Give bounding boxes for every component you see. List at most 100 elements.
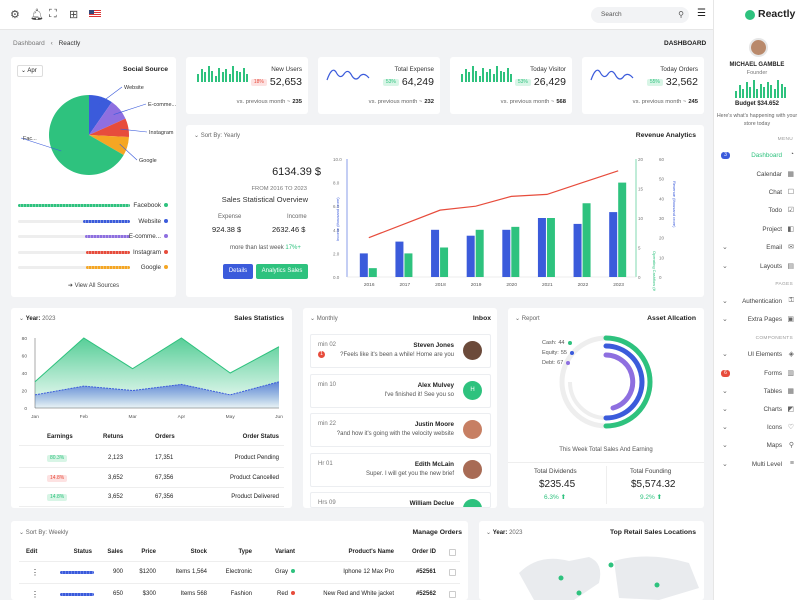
kebab-menu-icon[interactable]: ⋮ xyxy=(31,568,39,577)
inbox-item[interactable]: min 02 1 Steven Jones ?Feels like it's been… xyxy=(310,334,491,368)
row-checkbox[interactable] xyxy=(449,569,456,576)
nav-item-email[interactable]: ⌄ Email ✉ xyxy=(714,242,800,254)
year-select-locations[interactable]: ⌄ Year: 2023 xyxy=(486,530,523,536)
nav-icon: ✉ xyxy=(788,244,794,251)
bar-cashflow[interactable] xyxy=(475,229,484,277)
nav-item-charts[interactable]: ⌄ Charts ◩ xyxy=(714,404,800,416)
report-select[interactable]: ⌄ Report xyxy=(515,316,540,322)
x-tick-label: 2020 xyxy=(506,282,517,288)
nav-item-calendar[interactable]: Calendar ▦ xyxy=(714,169,800,181)
details-button[interactable]: Details xyxy=(223,264,253,279)
grid-icon[interactable]: ⊞ xyxy=(69,9,79,21)
search-icon[interactable]: ⚲ xyxy=(678,10,684,19)
avatar[interactable] xyxy=(749,38,768,57)
nav-item-layouts[interactable]: ⌄ Layouts ▤ xyxy=(714,261,800,273)
row-checkbox[interactable] xyxy=(449,591,456,598)
stat-title: Total Expense xyxy=(394,66,434,73)
components-header: COMPONENTS xyxy=(755,336,793,341)
debt-arc xyxy=(603,352,636,411)
nav-item-forms[interactable]: 6 Forms ▥ xyxy=(714,368,800,380)
select-all-checkbox[interactable] xyxy=(449,549,456,556)
nav-item-project[interactable]: Project ◧ xyxy=(714,224,800,236)
stock-cell: Items 1,564 xyxy=(175,569,207,575)
nav-item-multi-level[interactable]: ⌄ Multi Level ≡ xyxy=(714,459,800,471)
bar-income[interactable] xyxy=(573,223,582,277)
location-marker[interactable] xyxy=(608,562,614,568)
nav-item-authentication[interactable]: ⌄ Authentication ⚿ xyxy=(714,296,800,308)
y-tick-label: 40 xyxy=(659,196,665,201)
change-badge: 55% xyxy=(646,78,663,86)
fullscreen-icon[interactable]: ⛶ xyxy=(49,8,57,20)
menu-icon[interactable]: ☰ xyxy=(697,8,706,19)
nav-item-ui-elements[interactable]: ⌄ UI Elements ◈ xyxy=(714,349,800,361)
inbox-item[interactable]: min 10 Alex Mulvey I've finished it! See y… xyxy=(310,373,491,408)
stat-compare: vs. previous month ~232 xyxy=(368,99,434,105)
view-all-sources-link[interactable]: ➜ View All Sources xyxy=(67,283,120,289)
bell-icon[interactable]: 🔔︎ xyxy=(30,9,44,21)
y-tick-label: 0 xyxy=(638,275,641,280)
nav-item-maps[interactable]: ⌄ Maps ⚲ xyxy=(714,440,800,452)
avatar[interactable] xyxy=(463,499,482,507)
bar-income[interactable] xyxy=(502,229,511,277)
pie-slice[interactable] xyxy=(89,95,112,135)
bar-income[interactable] xyxy=(359,253,368,277)
nav-item-extra-pages[interactable]: ⌄ Extra Pages ▣ xyxy=(714,314,800,326)
breadcrumb-root[interactable]: Dashboard xyxy=(13,40,45,47)
bar-income[interactable] xyxy=(609,212,618,277)
pie-slice[interactable] xyxy=(89,135,129,155)
type-cell: Electronic xyxy=(225,569,252,575)
bar-income[interactable] xyxy=(395,241,404,277)
status-cell: Product Cancelled xyxy=(229,474,279,481)
bar-cashflow[interactable] xyxy=(440,247,449,278)
stat-sparkline xyxy=(590,69,634,81)
bar-cashflow[interactable] xyxy=(618,182,627,277)
flag-us-icon[interactable] xyxy=(89,10,101,18)
monthly-select[interactable]: ⌄ Monthly xyxy=(310,316,338,322)
inbox-item[interactable]: Hrs 09 William Declue xyxy=(310,492,491,508)
nav-item-icons[interactable]: ⌄ Icons ♡ xyxy=(714,422,800,434)
nav-item-todo[interactable]: Todo ☑ xyxy=(714,205,800,217)
nav-item-tables[interactable]: ⌄ Tables ▦ xyxy=(714,386,800,398)
bar-cashflow[interactable] xyxy=(546,218,555,277)
location-marker[interactable] xyxy=(558,575,564,581)
pie-slice[interactable] xyxy=(89,102,126,135)
bar-income[interactable] xyxy=(466,235,475,277)
gear-icon[interactable]: ⚙ xyxy=(10,9,20,21)
year-select[interactable]: ⌄ Year: 2023 xyxy=(19,316,56,322)
nav-label: Forms xyxy=(764,370,782,377)
x-tick-label: Feb xyxy=(80,414,89,420)
search-input[interactable]: Search ⚲ xyxy=(591,7,689,23)
avatar[interactable] xyxy=(463,341,482,360)
inbox-item[interactable]: Hr 01 Edith McLain Super. I will get you t… xyxy=(310,452,491,487)
returns-cell: 3,652 xyxy=(108,474,124,481)
inbox-time: Hr 01 xyxy=(318,460,333,467)
bar-income[interactable] xyxy=(537,218,546,277)
analytics-sales-button[interactable]: Analytics Sales xyxy=(256,264,308,279)
pie-slice[interactable] xyxy=(49,95,124,175)
month-select[interactable]: ⌄ Apr xyxy=(17,65,43,77)
nav-item-dashboard[interactable]: 3 Dashboard ◔ xyxy=(714,150,800,162)
inbox-time: min 22 xyxy=(318,421,337,427)
weekly-select[interactable]: ⌄ Sort By: Weekly xyxy=(19,530,69,536)
inbox-item[interactable]: min 22 Justin Moore ?and how it's going wi… xyxy=(310,413,491,447)
revenue-amount: 6134.39 $ xyxy=(272,166,321,178)
dividends-label: Total Dividends xyxy=(534,468,577,475)
bar-cashflow[interactable] xyxy=(511,226,520,277)
nav-icon: ▦ xyxy=(787,388,794,395)
sort-select[interactable]: ⌄ Sort By: Yearly xyxy=(194,133,241,139)
location-marker[interactable] xyxy=(654,582,660,588)
legend-bar xyxy=(86,250,130,254)
bar-cashflow[interactable] xyxy=(404,253,413,277)
avatar[interactable] xyxy=(463,420,482,439)
retail-locations-card: ⌄ Year: 2023 Top Retail Sales Locations xyxy=(479,521,704,600)
kebab-menu-icon[interactable]: ⋮ xyxy=(31,590,39,599)
nav-item-chat[interactable]: Chat ☐ xyxy=(714,187,800,199)
avatar[interactable]: H xyxy=(463,380,482,400)
world-map[interactable] xyxy=(479,543,704,600)
bar-income[interactable] xyxy=(431,229,440,277)
bar-cashflow[interactable] xyxy=(582,203,591,277)
avatar[interactable] xyxy=(463,459,482,479)
bar-cashflow[interactable] xyxy=(368,268,377,277)
pie-slice[interactable] xyxy=(89,118,129,138)
location-marker[interactable] xyxy=(576,590,582,596)
